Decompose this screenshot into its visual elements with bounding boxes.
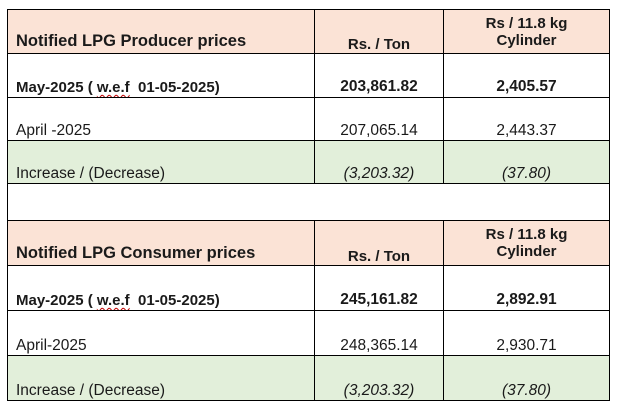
consumer-row-change: Increase / (Decrease) (3,203.32) (37.80) xyxy=(7,355,610,401)
spell-flagged-text: w.e.f xyxy=(96,292,130,309)
producer-may-label: May-2025 ( w.e.f 01-05-2025) xyxy=(7,53,315,98)
producer-change-cylinder: (37.80) xyxy=(443,140,610,184)
consumer-may-ton: 245,161.82 xyxy=(314,265,444,311)
consumer-title: Notified LPG Consumer prices xyxy=(7,220,315,266)
consumer-col-cylinder-line1: Rs / 11.8 kg xyxy=(485,226,568,243)
producer-row-change: Increase / (Decrease) (3,203.32) (37.80) xyxy=(7,140,610,184)
producer-may-ton: 203,861.82 xyxy=(314,53,444,98)
producer-col-ton-header: Rs. / Ton xyxy=(314,9,444,54)
consumer-april-ton: 248,365.14 xyxy=(314,310,444,356)
consumer-change-label: Increase / (Decrease) xyxy=(7,355,315,401)
consumer-col-cylinder-line2: Cylinder xyxy=(496,243,557,260)
producer-change-label: Increase / (Decrease) xyxy=(7,140,315,184)
consumer-header-row: Notified LPG Consumer prices Rs. / Ton R… xyxy=(7,220,610,266)
consumer-may-cylinder: 2,892.91 xyxy=(443,265,610,311)
producer-april-label: April -2025 xyxy=(7,97,315,141)
consumer-april-label: April-2025 xyxy=(7,310,315,356)
producer-header-row: Notified LPG Producer prices Rs. / Ton R… xyxy=(7,9,610,54)
consumer-may-label: May-2025 ( w.e.f 01-05-2025) xyxy=(7,265,315,311)
producer-april-cylinder: 2,443.37 xyxy=(443,97,610,141)
producer-may-cylinder: 2,405.57 xyxy=(443,53,610,98)
consumer-april-cylinder: 2,930.71 xyxy=(443,310,610,356)
spacer-cell xyxy=(7,183,610,221)
consumer-col-ton-header: Rs. / Ton xyxy=(314,220,444,266)
consumer-col-cylinder-header: Rs / 11.8 kg Cylinder xyxy=(443,220,610,266)
producer-col-cylinder-header: Rs / 11.8 kg Cylinder xyxy=(443,9,610,54)
lpg-price-table: Notified LPG Producer prices Rs. / Ton R… xyxy=(7,9,610,401)
spell-flagged-text: w.e.f xyxy=(96,79,130,96)
producer-april-ton: 207,065.14 xyxy=(314,97,444,141)
producer-col-cylinder-line2: Cylinder xyxy=(496,31,557,49)
producer-row-may: May-2025 ( w.e.f 01-05-2025) 203,861.82 … xyxy=(7,53,610,98)
consumer-change-ton: (3,203.32) xyxy=(314,355,444,401)
producer-title: Notified LPG Producer prices xyxy=(7,9,315,54)
consumer-row-april: April-2025 248,365.14 2,930.71 xyxy=(7,310,610,356)
consumer-change-cylinder: (37.80) xyxy=(443,355,610,401)
table-spacer-row xyxy=(7,183,610,221)
producer-col-cylinder-line1: Rs / 11.8 kg xyxy=(485,14,568,32)
producer-row-april: April -2025 207,065.14 2,443.37 xyxy=(7,97,610,141)
consumer-row-may: May-2025 ( w.e.f 01-05-2025) 245,161.82 … xyxy=(7,265,610,311)
producer-change-ton: (3,203.32) xyxy=(314,140,444,184)
